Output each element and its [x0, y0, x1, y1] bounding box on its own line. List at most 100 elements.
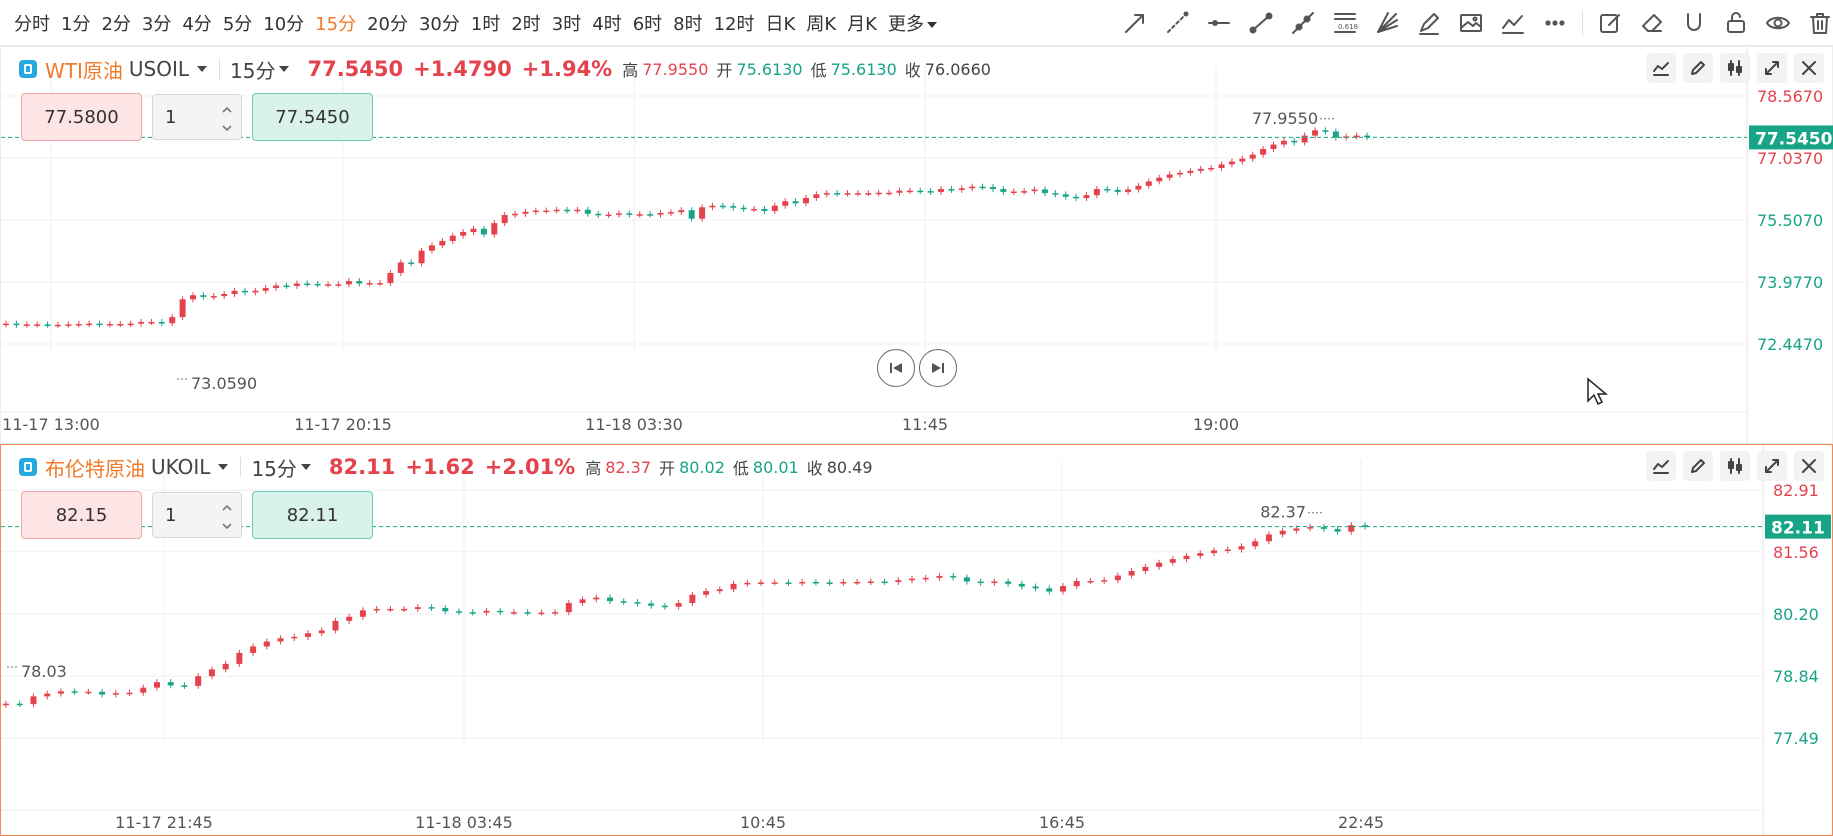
increment-icon[interactable] [221, 101, 233, 115]
period-6[interactable]: 10分 [263, 14, 305, 35]
period-19[interactable]: 月K [847, 14, 877, 35]
quantity-input[interactable] [153, 493, 213, 537]
close-icon[interactable] [1794, 451, 1824, 481]
candle-body [634, 602, 641, 604]
candle-body [1348, 525, 1355, 532]
symbol-dropdown-icon[interactable] [218, 464, 229, 470]
symbol-name[interactable]: 布伦特原油 [45, 456, 145, 481]
magnet-icon[interactable] [1673, 0, 1715, 46]
interval-select[interactable]: 15分 [230, 58, 276, 83]
more-dots-icon[interactable] [1534, 0, 1576, 46]
eye-icon[interactable] [1757, 0, 1799, 46]
candle-body [65, 324, 72, 326]
arrow-tool-icon[interactable] [1114, 0, 1156, 46]
eraser-icon[interactable] [1631, 0, 1673, 46]
candle-body [208, 669, 215, 677]
candle-body [607, 597, 613, 602]
candle-body [917, 190, 924, 193]
candle-body [332, 620, 339, 631]
buy-button[interactable]: 82.11 [252, 491, 373, 539]
period-2[interactable]: 2分 [101, 14, 131, 35]
period-17[interactable]: 日K [765, 14, 796, 35]
draw-pen-icon[interactable] [1683, 53, 1713, 83]
period-8[interactable]: 20分 [367, 14, 408, 35]
sell-button[interactable]: 82.15 [21, 491, 142, 539]
image-icon[interactable] [1450, 0, 1492, 46]
period-5[interactable]: 5分 [222, 14, 253, 35]
period-1[interactable]: 1分 [61, 14, 91, 35]
period-11[interactable]: 2时 [511, 14, 541, 35]
trash-icon[interactable] [1799, 0, 1833, 46]
period-13[interactable]: 4时 [592, 14, 622, 35]
interval-select[interactable]: 15分 [251, 456, 297, 481]
trend-line-icon[interactable] [1240, 0, 1282, 46]
quantity-input[interactable] [153, 95, 213, 139]
candle-body [896, 190, 903, 193]
current-price-tag-bg [1765, 514, 1831, 539]
gann-fan-icon[interactable] [1366, 0, 1408, 46]
candle-body [895, 580, 902, 582]
price-axis: 82.91 81.56 80.20 78.84 77.49 [1773, 481, 1819, 748]
skip-forward-icon[interactable] [919, 349, 957, 387]
expand-icon[interactable] [1757, 53, 1787, 83]
candle-body [1362, 525, 1368, 527]
interval-dropdown-icon[interactable] [300, 464, 311, 470]
brush-icon[interactable] [1408, 0, 1450, 46]
skip-back-icon[interactable] [877, 349, 915, 387]
lock-icon[interactable] [1715, 0, 1757, 46]
polyline-icon[interactable] [1492, 0, 1534, 46]
decrement-icon[interactable] [221, 517, 233, 531]
fibonacci-icon[interactable]: 0.618 [1324, 0, 1366, 46]
chart-type-icon[interactable] [1720, 53, 1750, 83]
period-4[interactable]: 4分 [182, 14, 212, 35]
indicator-icon[interactable] [1646, 451, 1676, 481]
chart-type-icon[interactable] [1720, 451, 1750, 481]
period-10[interactable]: 1时 [470, 14, 501, 35]
candle-body [1005, 581, 1012, 584]
period-7[interactable]: 15分 [315, 14, 357, 35]
interval-dropdown-icon[interactable] [279, 66, 290, 72]
period-12[interactable]: 3时 [551, 14, 582, 35]
candle-body [689, 594, 696, 604]
candle-body [3, 703, 9, 706]
current-price-tag: 82.11 [1765, 514, 1831, 539]
symbol-dropdown-icon[interactable] [197, 66, 208, 72]
decrement-icon[interactable] [221, 119, 233, 133]
candle-body [1142, 566, 1149, 571]
extended-line-icon[interactable] [1282, 0, 1324, 46]
period-0[interactable]: 分时 [14, 14, 50, 35]
candle-body [636, 214, 643, 216]
edit-icon[interactable] [1589, 0, 1631, 46]
last-price: 77.5450 [307, 57, 404, 81]
brent-candlestick-chart[interactable]: 82.91 81.56 80.20 78.84 77.49 82.11 11-17 21:4… [1, 445, 1832, 835]
sell-button[interactable]: 77.5800 [21, 93, 142, 141]
quantity-stepper[interactable] [152, 492, 242, 538]
chart-panel-brent[interactable]: 82.91 81.56 80.20 78.84 77.49 82.11 11-17 21:4… [0, 444, 1833, 836]
increment-icon[interactable] [221, 499, 233, 513]
symbol-code[interactable]: UKOIL [151, 455, 211, 479]
period-14[interactable]: 6时 [632, 14, 663, 35]
expand-icon[interactable] [1757, 451, 1787, 481]
period-15[interactable]: 8时 [673, 14, 703, 35]
candle-body [1156, 177, 1163, 182]
candle-body [909, 578, 915, 581]
buy-button[interactable]: 77.5450 [252, 93, 373, 141]
candle-body [626, 213, 633, 215]
indicator-icon[interactable] [1646, 53, 1676, 83]
period-9[interactable]: 30分 [418, 14, 460, 35]
symbol-name[interactable]: WTI原油 [45, 58, 123, 83]
symbol-code[interactable]: USOIL [128, 57, 190, 81]
dashed-ray-icon[interactable] [1156, 0, 1198, 46]
quantity-stepper[interactable] [152, 94, 242, 140]
close-icon[interactable] [1794, 53, 1824, 83]
candle-body [875, 192, 882, 195]
period-3[interactable]: 3分 [141, 14, 172, 35]
candle-body [1334, 528, 1341, 532]
horizontal-line-icon[interactable] [1198, 0, 1240, 46]
draw-pen-icon[interactable] [1683, 451, 1713, 481]
candle-body [719, 205, 726, 208]
period-18[interactable]: 周K [806, 14, 837, 35]
period-16[interactable]: 12时 [713, 14, 755, 35]
chart-panel-wti[interactable]: 78.5670 77.0370 75.5070 73.9770 72.4470 77.54… [0, 46, 1833, 445]
more-periods-dropdown[interactable]: 更多 [888, 10, 937, 36]
